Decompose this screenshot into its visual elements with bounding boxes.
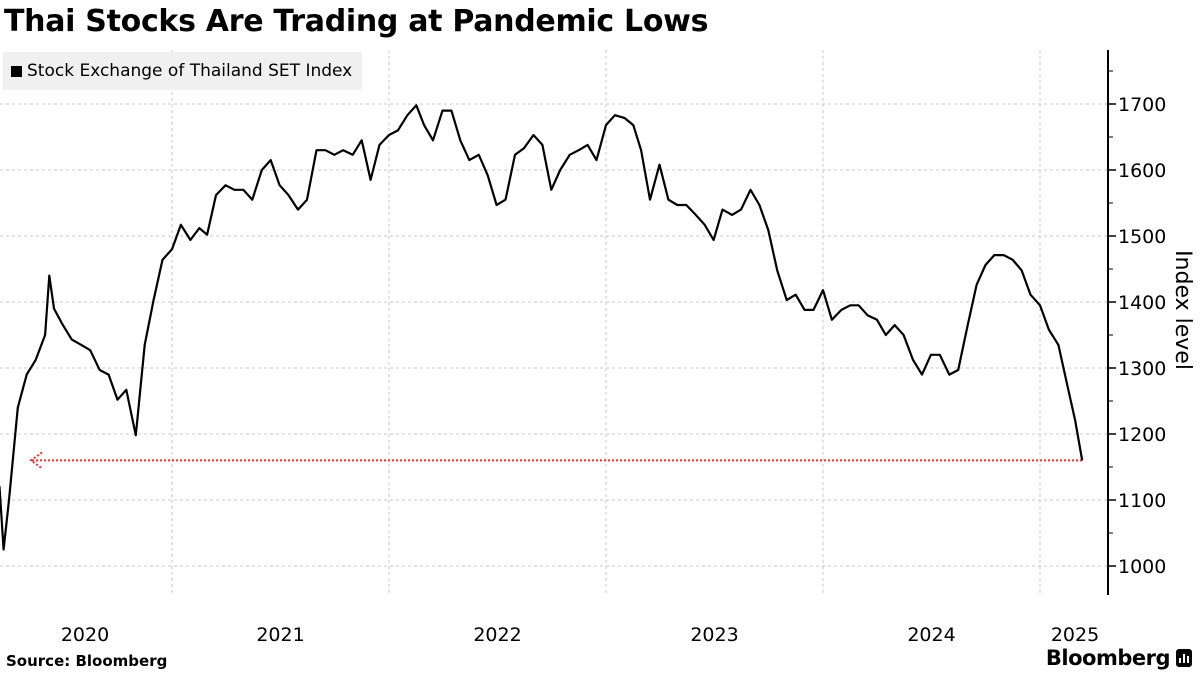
- x-tick-label: 2024: [907, 624, 955, 646]
- y-axis-label: Index level: [1170, 250, 1195, 370]
- y-tick-label: 1100: [1118, 490, 1166, 512]
- y-tick-label: 1400: [1118, 292, 1166, 314]
- y-tick-label: 1000: [1118, 556, 1166, 578]
- y-tick-label: 1500: [1118, 226, 1166, 248]
- y-tick-label: 1600: [1118, 160, 1166, 182]
- logo-bar: [1187, 656, 1189, 663]
- x-tick-label: 2025: [1051, 624, 1099, 646]
- y-tick-label: 1700: [1118, 94, 1166, 116]
- y-tick-label: 1300: [1118, 358, 1166, 380]
- x-tick-label: 2020: [61, 624, 109, 646]
- x-tick-label: 2022: [473, 624, 521, 646]
- y-tick-label: 1200: [1118, 424, 1166, 446]
- x-tick-label: 2021: [256, 624, 304, 646]
- legend-label: Stock Exchange of Thailand SET Index: [27, 61, 353, 81]
- chart-title: Thai Stocks Are Trading at Pandemic Lows: [4, 4, 709, 39]
- source-note: Source: Bloomberg: [6, 652, 168, 670]
- legend: Stock Exchange of Thailand SET Index: [3, 52, 363, 90]
- bloomberg-chart-icon: [1176, 649, 1192, 667]
- reference-line: [29, 451, 1083, 470]
- gridlines: [0, 50, 1108, 595]
- brand-name: Bloomberg: [1045, 646, 1171, 670]
- legend-swatch: [11, 65, 22, 77]
- bloomberg-logo: Bloomberg: [1046, 646, 1192, 670]
- logo-bar: [1179, 658, 1181, 663]
- series-line: [0, 104, 1084, 551]
- arrow-left-icon: [29, 451, 43, 470]
- y-axis: 1000 1100 1200 1300 1400 1500 1600 1700: [1107, 50, 1166, 595]
- logo-bar: [1183, 654, 1185, 663]
- x-axis-labels: 2020 2021 2022 2023 2024 2025: [61, 624, 1099, 646]
- x-tick-label: 2023: [690, 624, 738, 646]
